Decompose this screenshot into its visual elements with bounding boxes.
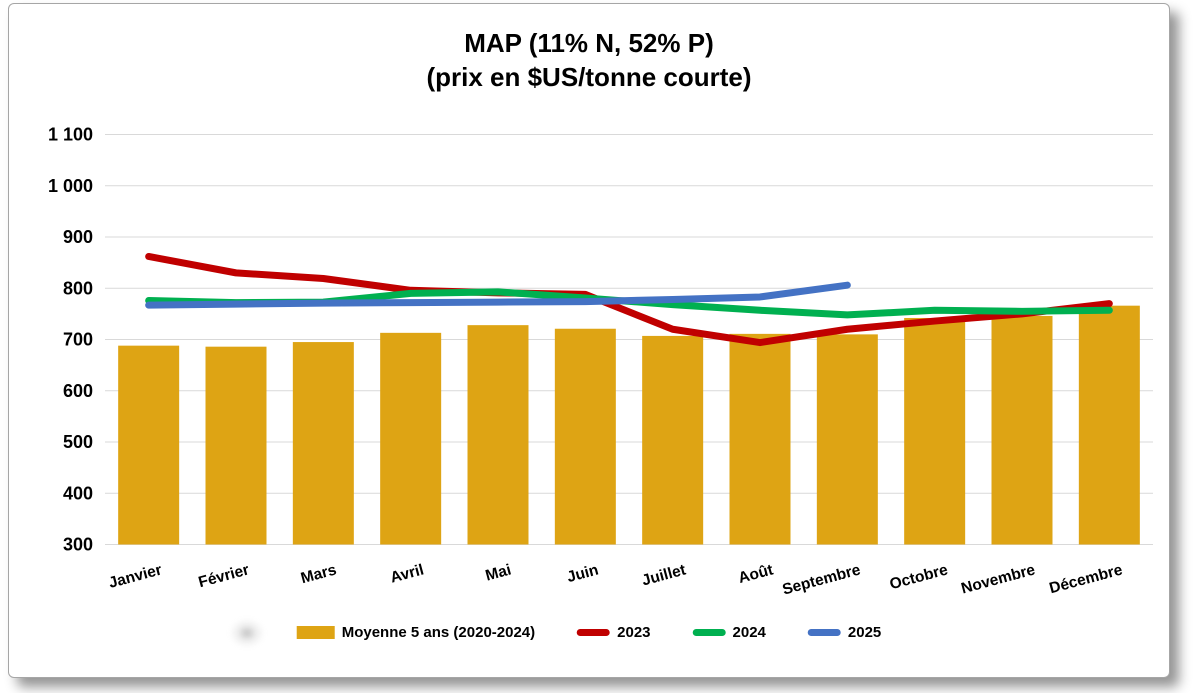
bar-mars[interactable] bbox=[292, 342, 354, 545]
legend-swatch-moyenne-5-ans-2020-2024 bbox=[296, 626, 335, 639]
x-tick-label-aout: Août bbox=[737, 561, 775, 587]
bar-aout[interactable] bbox=[729, 333, 791, 545]
y-tick-label: 600 bbox=[63, 381, 93, 401]
gridlines bbox=[105, 134, 1153, 545]
y-tick-label: 1 000 bbox=[48, 176, 93, 196]
legend-label: 2024 bbox=[732, 624, 766, 641]
y-tick-label: 500 bbox=[63, 432, 93, 452]
legend-swatch-2025 bbox=[807, 629, 841, 636]
legend-label: 2023 bbox=[617, 624, 651, 641]
bar-fevrier[interactable] bbox=[205, 346, 267, 545]
legend-label: 2025 bbox=[847, 624, 882, 641]
x-tick-label-octobre: Octobre bbox=[888, 561, 950, 593]
bar-septembre[interactable] bbox=[816, 334, 878, 545]
legend-item-2024[interactable]: 2024 bbox=[692, 624, 766, 641]
x-tick-label-fevrier: Février bbox=[197, 561, 251, 591]
x-tick-label-novembre: Novembre bbox=[959, 561, 1037, 597]
bar-janvier[interactable] bbox=[118, 345, 180, 545]
y-tick-label: 900 bbox=[63, 227, 93, 247]
x-axis-labels: Janvier Février Mars Avril Mai Juin Juillet Aoû… bbox=[107, 561, 1125, 598]
legend-item-2023[interactable]: 2023 bbox=[577, 624, 651, 641]
bar-avril[interactable] bbox=[380, 332, 442, 545]
bar-novembre[interactable] bbox=[991, 315, 1053, 545]
series-line-2023[interactable] bbox=[145, 252, 1113, 347]
chart-title-block: MAP (11% N, 52% P) (prix en $US/tonne co… bbox=[9, 26, 1169, 94]
bar-octobre[interactable] bbox=[904, 317, 966, 545]
y-tick-label: 400 bbox=[63, 483, 93, 503]
watermark-smudge bbox=[229, 618, 265, 648]
y-tick-label: 800 bbox=[63, 278, 93, 298]
legend-item-moyenne-5-ans-2020-2024[interactable]: Moyenne 5 ans (2020-2024) bbox=[296, 624, 536, 641]
x-tick-label-septembre: Septembre bbox=[781, 561, 863, 598]
x-tick-label-juillet: Juillet bbox=[640, 561, 688, 589]
plot-area[interactable]: 300 400 500 600 700 800 900 1 000 1 100 Janvier Fé… bbox=[9, 4, 1169, 677]
legend-item-2025[interactable]: 2025 bbox=[807, 624, 882, 641]
bar-mai[interactable] bbox=[467, 325, 529, 545]
chart-subtitle: (prix en $US/tonne courte) bbox=[426, 62, 752, 92]
y-tick-label: 700 bbox=[63, 330, 93, 350]
bar-series-moyenne-5-ans-2020-2024 bbox=[118, 305, 1140, 545]
bar-juin[interactable] bbox=[554, 328, 616, 545]
x-tick-label-janvier: Janvier bbox=[107, 561, 164, 591]
x-tick-label-juin: Juin bbox=[565, 561, 600, 586]
chart-title: MAP (11% N, 52% P) bbox=[464, 28, 714, 58]
x-tick-label-avril: Avril bbox=[389, 561, 426, 586]
x-tick-label-decembre: Décembre bbox=[1048, 561, 1125, 597]
series-line-2025[interactable] bbox=[145, 281, 851, 309]
legend-swatch-2023 bbox=[577, 629, 611, 636]
x-tick-label-mars: Mars bbox=[299, 561, 338, 587]
legend-swatch-2024 bbox=[692, 629, 726, 636]
y-axis-labels: 300 400 500 600 700 800 900 1 000 1 100 bbox=[48, 125, 93, 555]
legend: Moyenne 5 ans (2020-2024) 2023 2024 2025 bbox=[296, 624, 882, 641]
bar-juillet[interactable] bbox=[642, 335, 704, 545]
y-tick-label: 1 100 bbox=[48, 125, 93, 145]
chart-card[interactable]: MAP (11% N, 52% P) (prix en $US/tonne co… bbox=[8, 3, 1170, 678]
bar-decembre[interactable] bbox=[1078, 305, 1140, 545]
legend-label: Moyenne 5 ans (2020-2024) bbox=[341, 624, 536, 641]
x-tick-label-mai: Mai bbox=[484, 561, 513, 584]
y-tick-label: 300 bbox=[63, 535, 93, 555]
